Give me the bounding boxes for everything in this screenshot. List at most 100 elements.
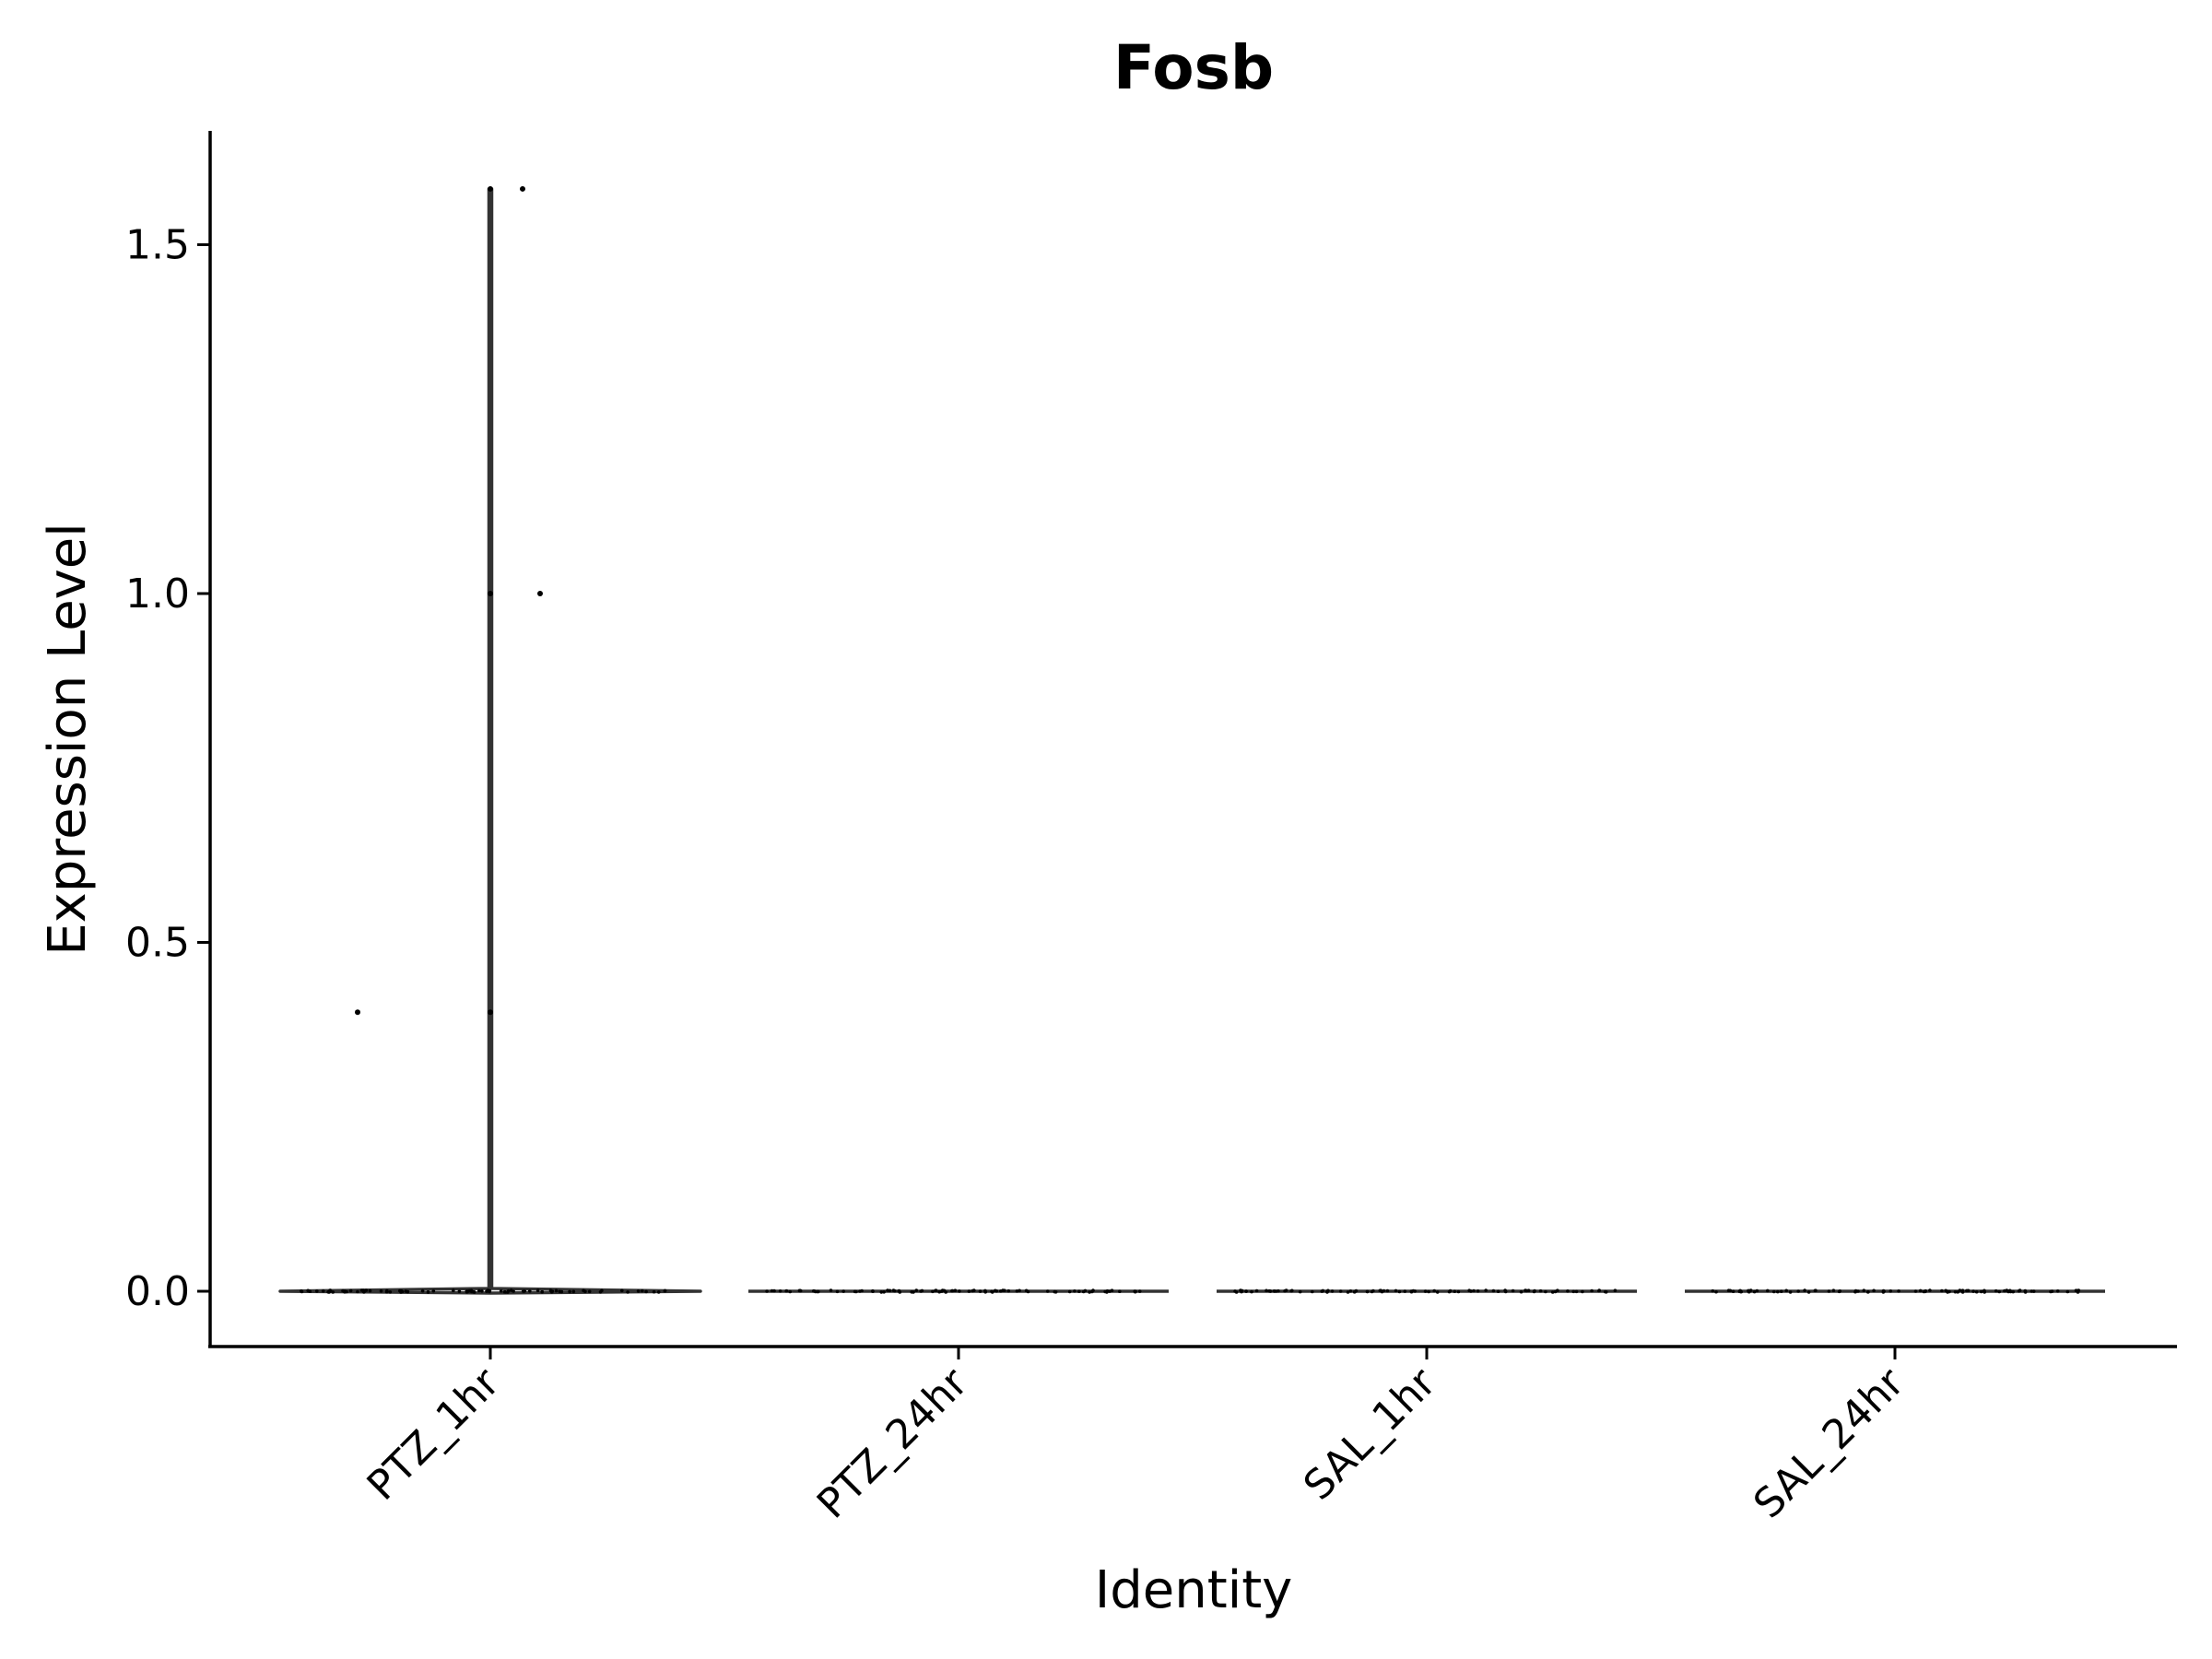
zero-point xyxy=(1448,1288,1453,1293)
zero-point xyxy=(321,1288,325,1293)
zero-point xyxy=(1881,1288,1886,1293)
zero-point xyxy=(1714,1289,1718,1294)
zero-point xyxy=(1290,1288,1294,1293)
zero-point xyxy=(1348,1289,1353,1293)
zero-point xyxy=(1947,1289,1951,1294)
zero-point xyxy=(1806,1290,1811,1294)
zero-point xyxy=(1838,1289,1842,1293)
zero-point xyxy=(2007,1289,2011,1293)
zero-point xyxy=(879,1290,884,1294)
zero-point xyxy=(620,1288,624,1293)
zero-point xyxy=(765,1289,769,1293)
zero-point xyxy=(1924,1288,1927,1293)
zero-point xyxy=(937,1289,941,1294)
zero-point xyxy=(1081,1289,1086,1294)
zero-point xyxy=(1330,1289,1335,1293)
zero-point xyxy=(1365,1289,1370,1294)
zero-point xyxy=(1971,1289,1975,1293)
zero-point xyxy=(583,1289,587,1294)
zero-point xyxy=(1346,1290,1350,1294)
chart-title: Fosb xyxy=(1113,32,1274,103)
zero-point xyxy=(1484,1288,1488,1292)
zero-point xyxy=(356,1289,359,1294)
zero-point xyxy=(1073,1289,1077,1293)
y-axis-label: Expression Level xyxy=(38,523,98,956)
zero-point xyxy=(1077,1289,1081,1293)
zero-point xyxy=(871,1289,875,1293)
zero-point xyxy=(1784,1288,1788,1293)
zero-point xyxy=(540,1289,544,1294)
zero-point xyxy=(920,1288,924,1293)
zero-point xyxy=(2030,1289,2034,1293)
zero-point xyxy=(1234,1290,1239,1294)
zero-point xyxy=(994,1288,997,1293)
zero-point xyxy=(1553,1289,1558,1294)
zero-point xyxy=(1897,1289,1900,1293)
zero-point xyxy=(1597,1288,1601,1292)
zero-point xyxy=(343,1290,347,1294)
zero-point xyxy=(1273,1289,1277,1293)
zero-point xyxy=(559,1289,564,1294)
zero-point xyxy=(452,1288,455,1292)
zero-point xyxy=(571,1289,576,1294)
y-tick-label: 0.5 xyxy=(125,920,190,967)
zero-point xyxy=(477,1288,481,1293)
zero-point xyxy=(1913,1289,1918,1293)
zero-point xyxy=(967,1289,971,1293)
zero-point xyxy=(898,1290,902,1294)
zero-point xyxy=(1354,1288,1359,1293)
zero-point xyxy=(958,1289,961,1293)
zero-point xyxy=(1250,1289,1253,1294)
zero-point xyxy=(1796,1289,1800,1293)
zero-point xyxy=(1928,1288,1932,1292)
zero-point xyxy=(1026,1289,1030,1294)
zero-point xyxy=(1045,1289,1050,1293)
x-ticks: PTZ_1hr PTZ_24hr SAL_1hr SAL_24hr xyxy=(359,1347,1913,1528)
zero-point xyxy=(522,1289,526,1293)
zero-point xyxy=(940,1288,945,1292)
zero-point xyxy=(1453,1289,1457,1293)
zero-point xyxy=(1321,1288,1325,1293)
zero-point xyxy=(641,1288,644,1293)
zero-point xyxy=(910,1290,913,1294)
zero-point xyxy=(788,1289,792,1294)
zero-point xyxy=(1953,1289,1958,1294)
zero-point xyxy=(888,1288,892,1293)
zero-point xyxy=(359,1288,364,1292)
zero-point xyxy=(812,1288,816,1293)
zero-point xyxy=(841,1289,845,1293)
zero-point xyxy=(472,1290,477,1294)
zero-point xyxy=(1254,1288,1259,1293)
outlier-point xyxy=(488,591,493,596)
zero-point xyxy=(1779,1289,1783,1293)
zero-point xyxy=(385,1288,389,1293)
zero-point xyxy=(1137,1289,1142,1293)
zero-point xyxy=(1110,1288,1114,1292)
zero-point xyxy=(1311,1289,1314,1294)
zero-point xyxy=(1550,1290,1555,1294)
zero-point xyxy=(315,1289,319,1293)
zero-point xyxy=(1413,1289,1417,1293)
zero-point xyxy=(1385,1288,1390,1293)
zero-point xyxy=(1496,1289,1500,1293)
zero-point xyxy=(1394,1288,1398,1293)
zero-point xyxy=(1613,1288,1618,1292)
zero-point xyxy=(1118,1289,1122,1293)
zero-point xyxy=(1432,1288,1436,1293)
zero-point xyxy=(465,1289,469,1293)
outlier-point xyxy=(537,591,543,596)
zero-point xyxy=(598,1290,603,1294)
zero-point xyxy=(1268,1289,1273,1293)
zero-point xyxy=(308,1289,312,1293)
zero-point xyxy=(1983,1290,1986,1294)
zero-point xyxy=(1467,1288,1471,1292)
zero-point xyxy=(972,1288,976,1292)
zero-point xyxy=(1803,1288,1806,1292)
zero-point xyxy=(990,1289,994,1294)
zero-point xyxy=(1403,1289,1407,1293)
zero-point xyxy=(784,1288,788,1293)
zero-point xyxy=(816,1289,819,1294)
zero-point xyxy=(1105,1288,1110,1293)
zero-point xyxy=(2075,1288,2079,1293)
